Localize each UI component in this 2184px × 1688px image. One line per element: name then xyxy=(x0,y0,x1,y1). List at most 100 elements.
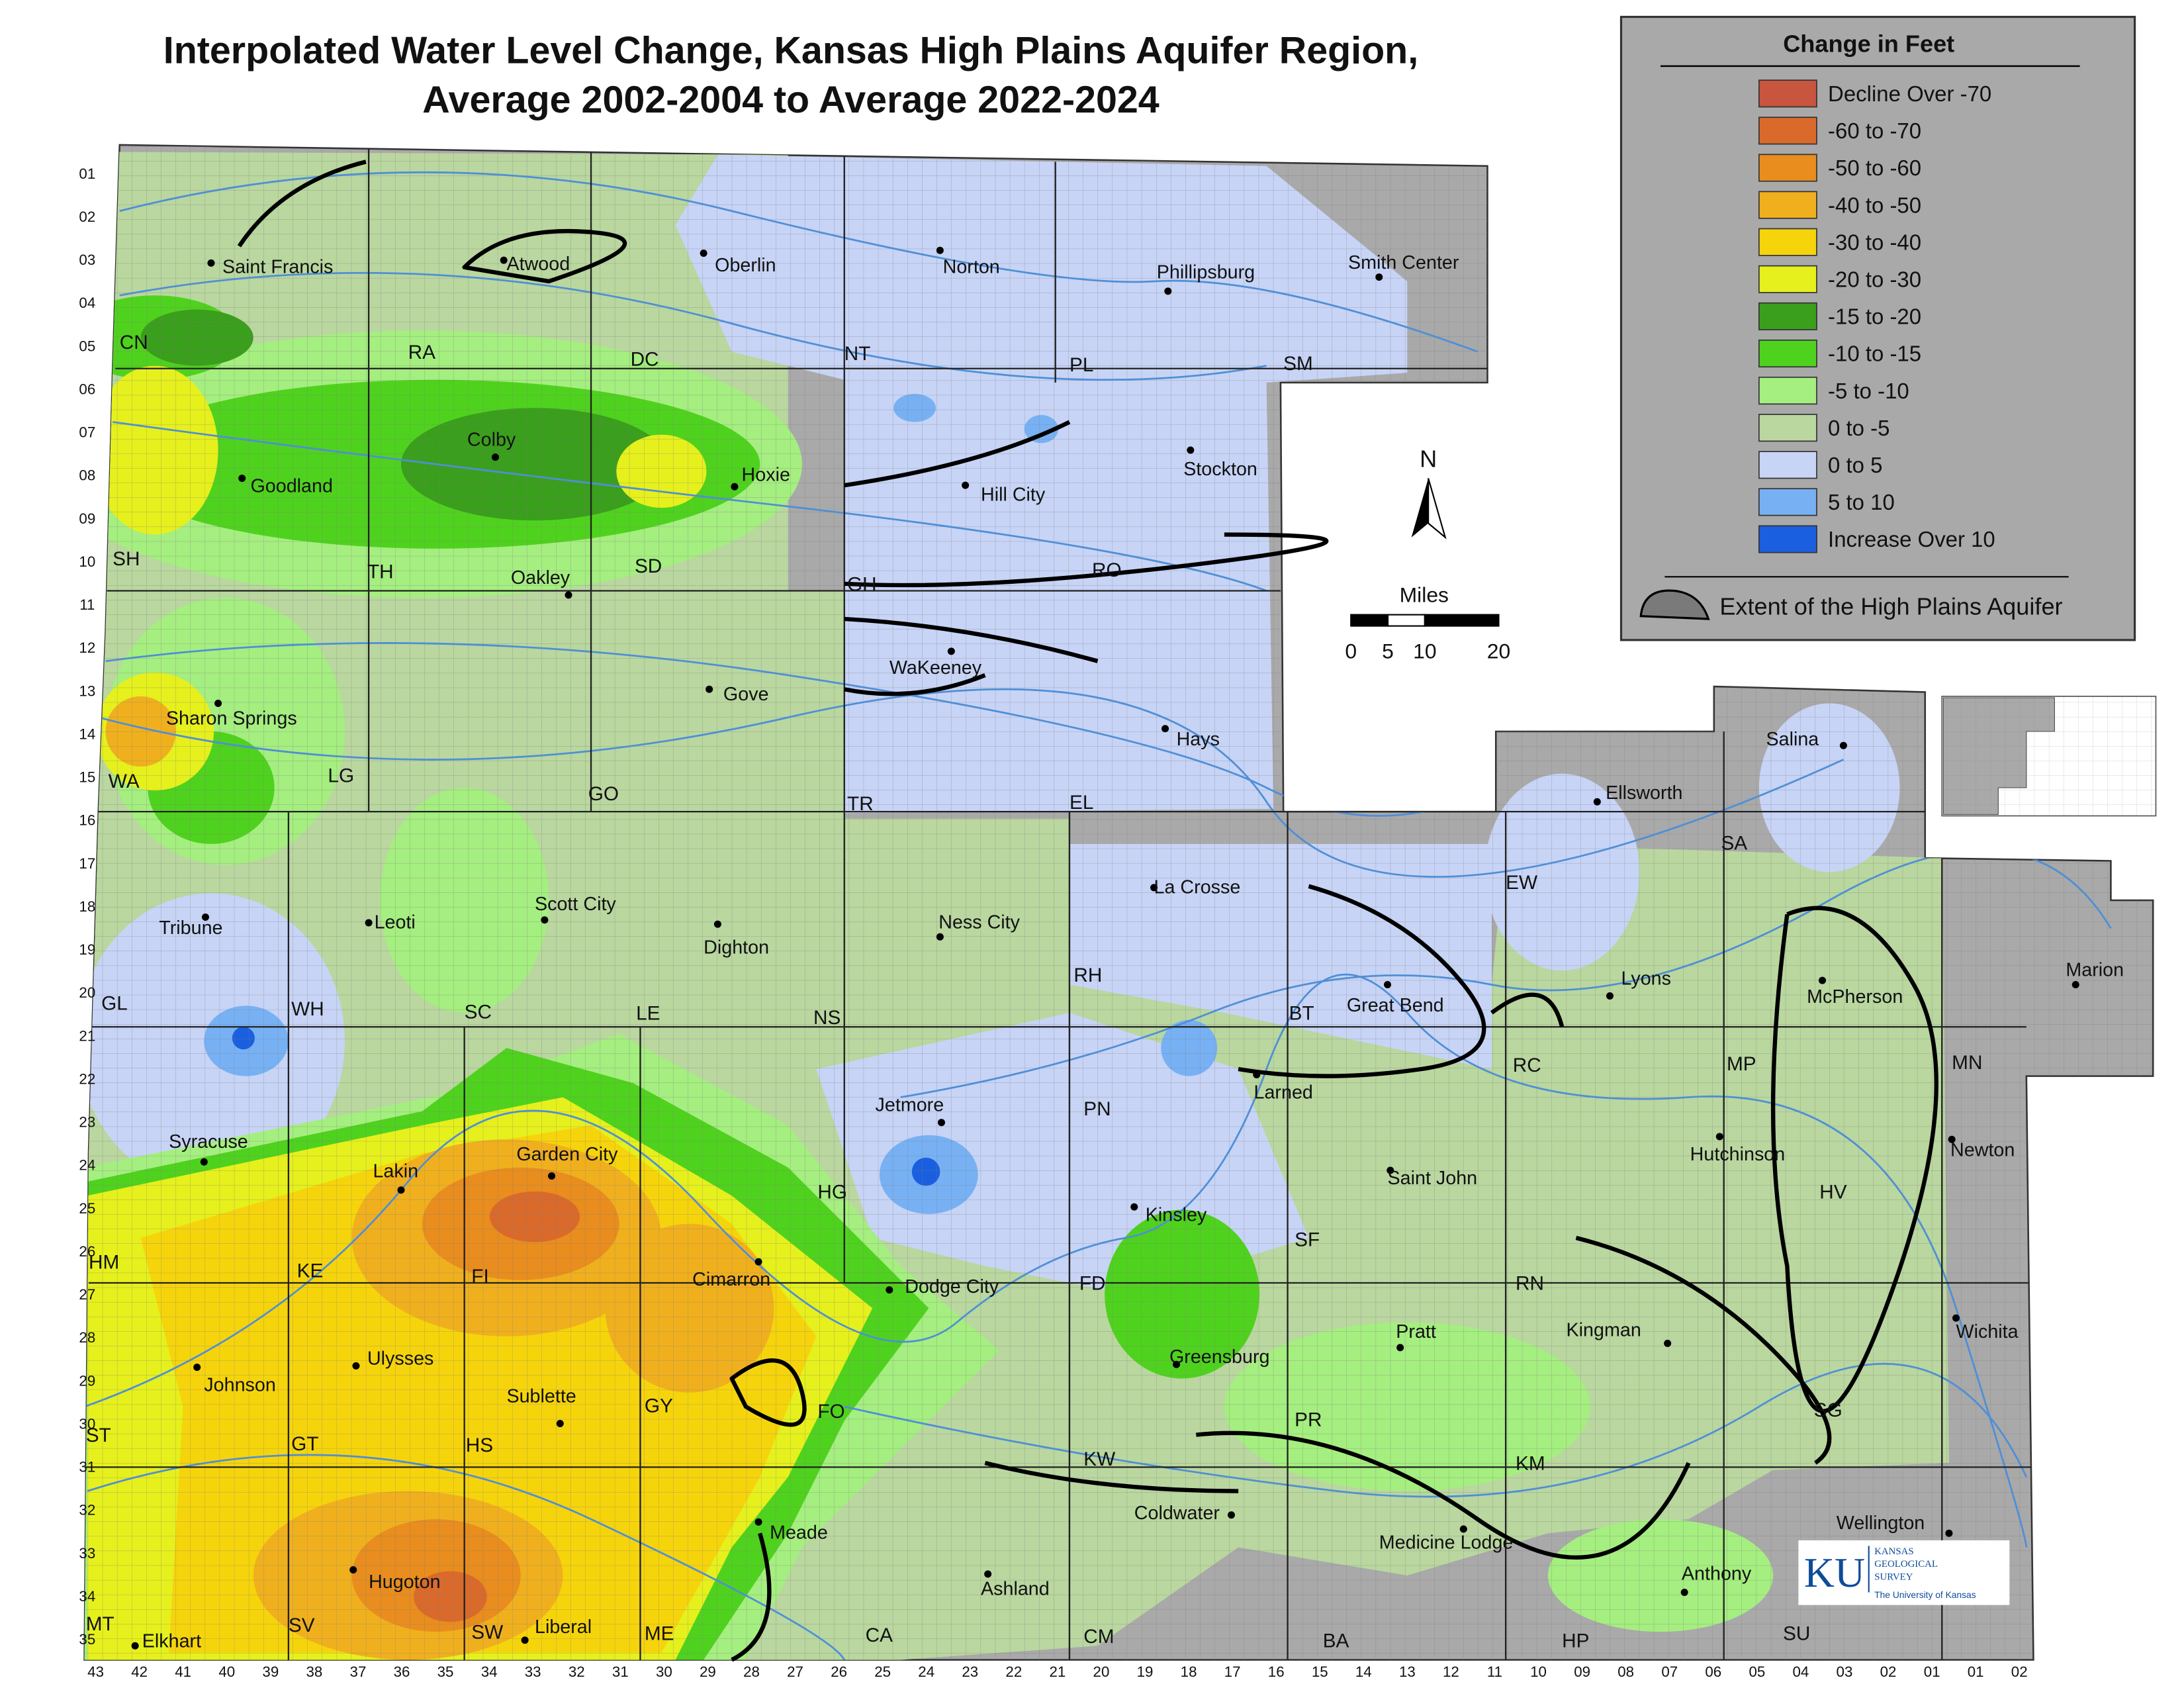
city-label: Hays xyxy=(1177,729,1220,750)
range-label: 40 xyxy=(218,1664,235,1680)
city-dot xyxy=(1383,980,1392,989)
river xyxy=(119,271,1267,381)
county-code: CM xyxy=(1083,1626,1114,1648)
city-label: Pratt xyxy=(1396,1321,1436,1342)
county-code: SA xyxy=(1721,833,1747,855)
city-label: Saint Francis xyxy=(222,256,333,277)
legend-label: 0 to -5 xyxy=(1828,416,1889,440)
city-label: Garden City xyxy=(516,1144,618,1165)
county-code: BT xyxy=(1289,1003,1314,1025)
city-label: Salina xyxy=(1766,729,1819,750)
city-dot xyxy=(349,1566,357,1574)
aquifer-outline xyxy=(237,160,1938,1662)
scale-segment xyxy=(1424,614,1500,627)
township-label: 04 xyxy=(79,295,95,311)
county-code: GO xyxy=(588,783,619,805)
city-label: Phillipsburg xyxy=(1157,262,1255,283)
township-label: 14 xyxy=(79,726,95,743)
township-label: 17 xyxy=(79,855,95,872)
city-dot xyxy=(521,1636,529,1644)
township-label: 03 xyxy=(79,252,95,268)
township-label: 15 xyxy=(79,769,95,786)
range-label: 17 xyxy=(1224,1664,1241,1680)
county-code: GT xyxy=(291,1433,318,1455)
legend-label: -10 to -15 xyxy=(1828,342,1921,366)
range-label: 27 xyxy=(787,1664,803,1680)
range-label: 14 xyxy=(1355,1664,1372,1680)
city-dot xyxy=(754,1518,762,1526)
scale-segment xyxy=(1387,614,1426,627)
township-label: 18 xyxy=(79,898,95,915)
township-label: 33 xyxy=(79,1545,95,1562)
city-dot xyxy=(936,246,944,254)
county-code: PN xyxy=(1083,1098,1111,1120)
city-dot xyxy=(1715,1133,1723,1141)
legend-extent-label: Extent of the High Plains Aquifer xyxy=(1719,593,2062,620)
county-code: EW xyxy=(1506,872,1537,894)
range-label: 21 xyxy=(1049,1664,1066,1680)
county-code: EL xyxy=(1069,792,1093,814)
range-label: 16 xyxy=(1268,1664,1285,1680)
city-dot xyxy=(754,1258,762,1266)
city-label: Anthony xyxy=(1682,1563,1752,1584)
legend-label: -30 to -40 xyxy=(1828,230,1921,254)
map-subtitle: Average 2002-2004 to Average 2022-2024 xyxy=(422,79,1160,121)
city-dot xyxy=(1187,446,1195,454)
township-label: 34 xyxy=(79,1588,95,1605)
township-label: 08 xyxy=(79,467,95,484)
range-label: 11 xyxy=(1487,1664,1502,1680)
range-label: 20 xyxy=(1093,1664,1110,1680)
city-label: Greensburg xyxy=(1169,1346,1270,1368)
range-label: 24 xyxy=(918,1664,934,1680)
city-label: Oakley xyxy=(511,567,570,588)
legend-label: 0 to 5 xyxy=(1828,453,1882,477)
county-code: HP xyxy=(1562,1630,1589,1652)
range-label: 26 xyxy=(831,1664,847,1680)
city-dot xyxy=(1839,741,1847,749)
range-label: 04 xyxy=(1793,1664,1809,1680)
range-label: 12 xyxy=(1443,1664,1459,1680)
county-code: HM xyxy=(89,1252,119,1274)
city-label: Ness City xyxy=(938,912,1020,933)
range-label: 35 xyxy=(437,1664,454,1680)
scale-bar: 0 5 10 20 xyxy=(1345,614,1510,663)
city-dot xyxy=(962,481,970,489)
range-label: 13 xyxy=(1399,1664,1416,1680)
county-code: MT xyxy=(86,1613,114,1635)
legend-label: 5 to 10 xyxy=(1828,490,1895,514)
township-label: 30 xyxy=(79,1416,95,1432)
legend-swatch xyxy=(1758,265,1817,293)
range-label: 32 xyxy=(569,1664,585,1680)
city-dot xyxy=(565,591,572,599)
logo-line: KANSAS xyxy=(1874,1546,1913,1557)
county-code: FD xyxy=(1079,1273,1106,1295)
map-title: Interpolated Water Level Change, Kansas … xyxy=(163,30,1418,72)
city-dot xyxy=(886,1286,893,1294)
city-dot xyxy=(500,256,508,264)
county-lines xyxy=(84,148,2034,1660)
range-label: 42 xyxy=(131,1664,148,1680)
ku-logo: KU KANSAS GEOLOGICAL SURVEY The Universi… xyxy=(1798,1540,2010,1605)
legend-swatch xyxy=(1758,154,1817,182)
township-label: 29 xyxy=(79,1372,95,1389)
county-code: RA xyxy=(408,342,435,363)
city-dot xyxy=(1387,1166,1394,1174)
city-label: Cimarron xyxy=(692,1269,770,1290)
city-label: WaKeeney xyxy=(889,657,982,679)
city-dot xyxy=(1130,1203,1138,1211)
city-dot xyxy=(947,647,955,655)
inset-map xyxy=(1941,696,2157,817)
city-dot xyxy=(1680,1588,1688,1597)
city-label: Ulysses xyxy=(367,1348,433,1369)
county-code: PR xyxy=(1295,1409,1322,1431)
county-code: KW xyxy=(1083,1448,1115,1470)
county-code: CA xyxy=(866,1624,893,1646)
logo-line: SURVEY xyxy=(1874,1571,1913,1582)
range-label: 23 xyxy=(962,1664,978,1680)
county-row-lines xyxy=(84,367,2034,1468)
city-label: Lyons xyxy=(1621,968,1671,990)
range-label: 28 xyxy=(743,1664,760,1680)
range-label: 15 xyxy=(1312,1664,1328,1680)
county-code: LG xyxy=(328,765,354,787)
north-arrow xyxy=(1428,478,1447,539)
